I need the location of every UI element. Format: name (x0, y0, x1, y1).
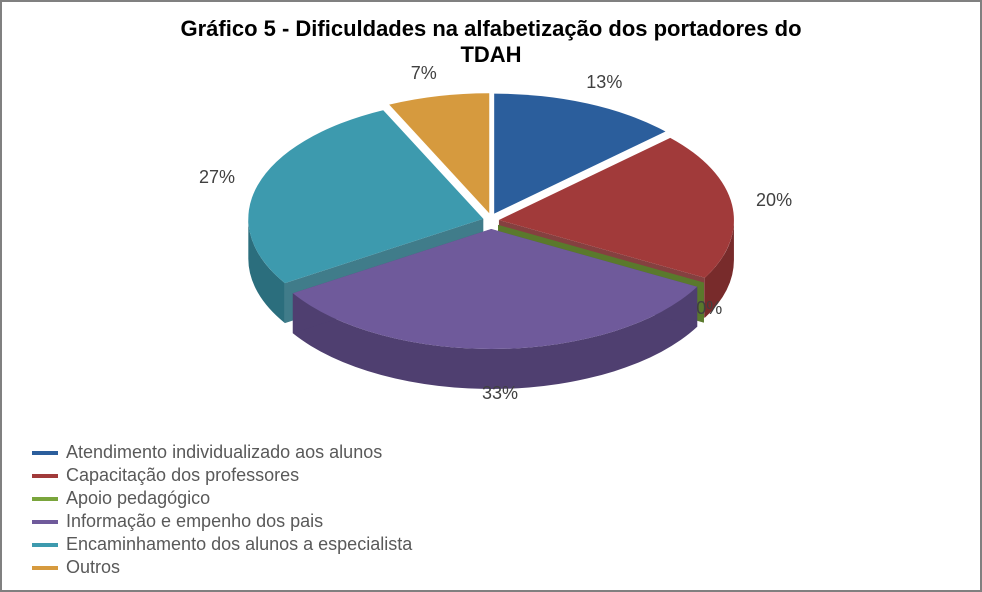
pct-label-capacitacao: 20% (756, 190, 792, 211)
pct-label-encaminha: 27% (199, 167, 235, 188)
legend-swatch-encaminha (32, 543, 58, 547)
chart-frame: Gráfico 5 - Dificuldades na alfabetizaçã… (0, 0, 982, 592)
legend-label-encaminha: Encaminhamento dos alunos a especialista (66, 534, 412, 555)
legend-swatch-apoio (32, 497, 58, 501)
legend-swatch-capacitacao (32, 474, 58, 478)
legend-swatch-atendimento (32, 451, 58, 455)
legend: Atendimento individualizado aos alunosCa… (32, 442, 412, 578)
legend-item-apoio: Apoio pedagógico (32, 488, 412, 509)
pct-label-atendimento: 13% (586, 72, 622, 93)
legend-swatch-outros (32, 566, 58, 570)
legend-swatch-informacao (32, 520, 58, 524)
legend-item-informacao: Informação e empenho dos pais (32, 511, 412, 532)
legend-label-apoio: Apoio pedagógico (66, 488, 210, 509)
chart-title-line1: Gráfico 5 - Dificuldades na alfabetizaçã… (2, 16, 980, 42)
legend-label-outros: Outros (66, 557, 120, 578)
legend-label-informacao: Informação e empenho dos pais (66, 511, 323, 532)
legend-label-atendimento: Atendimento individualizado aos alunos (66, 442, 382, 463)
legend-item-outros: Outros (32, 557, 412, 578)
pct-label-outros: 7% (411, 63, 437, 84)
legend-item-encaminha: Encaminhamento dos alunos a especialista (32, 534, 412, 555)
chart-title: Gráfico 5 - Dificuldades na alfabetizaçã… (2, 2, 980, 69)
chart-area: 13%20%0%33%27%7% (2, 82, 980, 420)
pct-label-informacao: 33% (482, 383, 518, 404)
legend-item-capacitacao: Capacitação dos professores (32, 465, 412, 486)
pie-chart: 13% 20% 0% 33% 27% 7% (188, 63, 794, 439)
legend-item-atendimento: Atendimento individualizado aos alunos (32, 442, 412, 463)
pct-label-apoio: 0% (696, 298, 722, 319)
legend-label-capacitacao: Capacitação dos professores (66, 465, 299, 486)
